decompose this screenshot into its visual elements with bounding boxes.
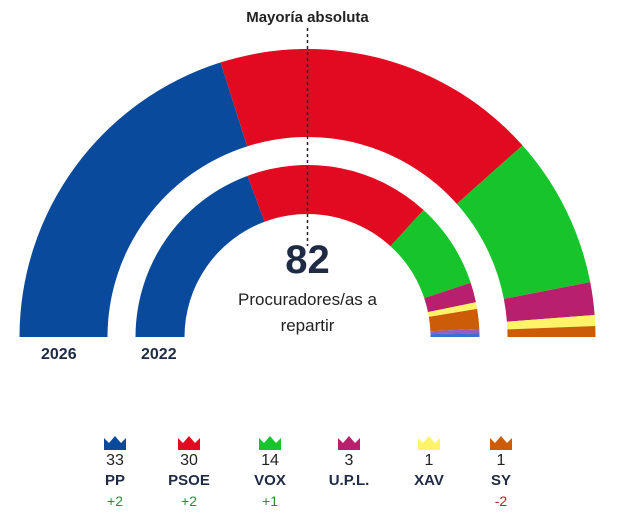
crown-icon — [418, 436, 440, 450]
legend-seats: 14 — [261, 452, 279, 469]
year-label-inner: 2022 — [141, 346, 177, 363]
legend-seat-change: +2 — [181, 493, 197, 509]
legend-seat-change: +1 — [262, 493, 278, 509]
seat-segment-2022-sy — [428, 308, 480, 332]
legend-swatch-vox — [259, 436, 281, 450]
seat-segment-2022-vox — [390, 210, 471, 299]
legend-seats: 30 — [180, 452, 198, 469]
majority-label: Mayoría absoluta — [246, 9, 369, 26]
legend-party-name: PSOE — [168, 472, 210, 489]
legend-party-name: XAV — [414, 472, 444, 489]
parliament-arcs — [19, 28, 596, 337]
legend-item-vox: 14 VOX +1 — [235, 436, 305, 509]
legend-item-psoe: 30 PSOE +2 — [154, 436, 224, 509]
legend-seats: 1 — [424, 452, 434, 469]
seat-segment-2026-upl — [503, 282, 595, 322]
legend-item-upl: 3 U.P.L. — [314, 436, 384, 493]
crown-icon — [178, 436, 200, 450]
legend-seats: 1 — [496, 452, 506, 469]
seat-segment-2026-psoe — [220, 48, 523, 204]
seat-segment-2022-other-1 — [430, 332, 480, 337]
legend-swatch-sy — [490, 436, 512, 450]
legend-party-name: U.P.L. — [328, 472, 370, 489]
legend-item-sy: 1 SY -2 — [466, 436, 536, 509]
total-seats-caption: Procuradores/as a repartir — [238, 290, 377, 335]
legend-item-xav: 1 XAV — [394, 436, 464, 493]
legend-seats: 3 — [344, 452, 354, 469]
crown-icon — [259, 436, 281, 450]
seat-segment-2026-sy — [507, 325, 596, 337]
seat-segment-2022-pp — [135, 175, 265, 337]
legend-party-name: PP — [104, 472, 125, 489]
total-seats: 82 — [285, 238, 330, 282]
seat-segment-2022-xav — [427, 302, 478, 317]
seat-segment-2022-psoe — [247, 165, 424, 247]
legend-seats: 33 — [106, 452, 124, 469]
crown-icon — [490, 436, 512, 450]
seat-segment-2026-xav — [506, 314, 596, 330]
crown-icon — [104, 436, 126, 450]
legend-swatch-xav — [418, 436, 440, 450]
legend-party-name: VOX — [254, 472, 286, 489]
legend: 33 PP +2 30 PSOE +2 14 VOX +1 3 U.P.L. — [80, 436, 550, 526]
legend-seat-change: +2 — [107, 493, 123, 509]
legend-seat-change: -2 — [494, 493, 508, 509]
legend-item-pp: 33 PP +2 — [80, 436, 150, 509]
legend-party-name: SY — [490, 472, 511, 489]
seat-segment-2026-pp — [19, 62, 248, 337]
legend-swatch-upl — [338, 436, 360, 450]
legend-swatch-psoe — [178, 436, 200, 450]
year-label-outer: 2026 — [41, 346, 77, 363]
crown-icon — [338, 436, 360, 450]
seat-segment-2026-vox — [456, 145, 591, 299]
seat-segment-2022-other-0 — [430, 328, 480, 335]
seat-segment-2022-upl — [424, 282, 476, 313]
legend-swatch-pp — [104, 436, 126, 450]
